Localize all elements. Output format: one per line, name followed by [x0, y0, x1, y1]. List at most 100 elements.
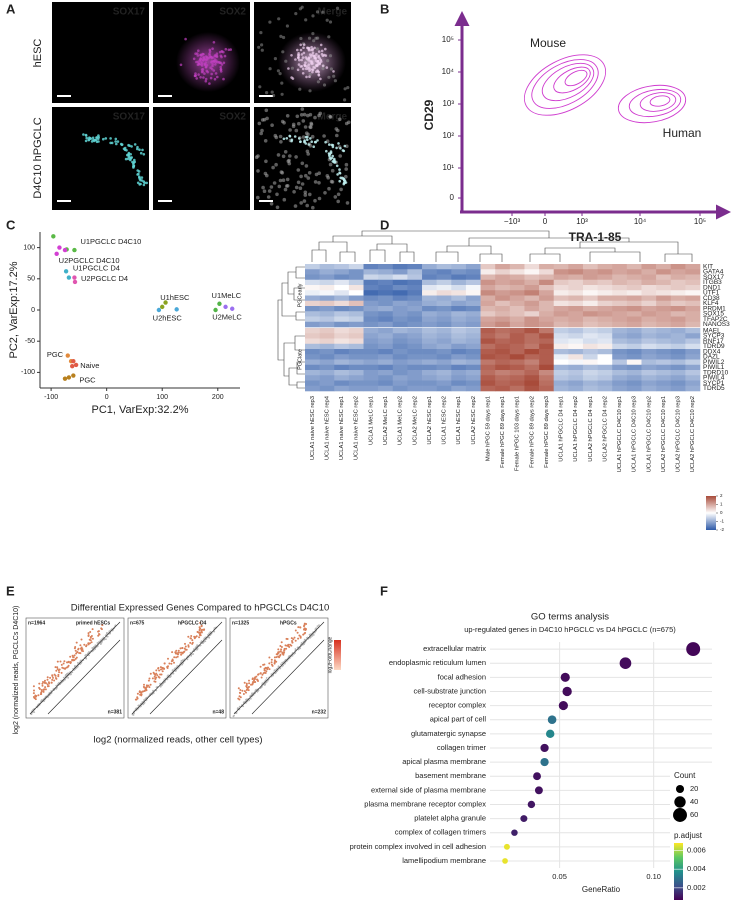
column-label: Female hPGC 89 days rep2 — [529, 396, 535, 468]
nucleus — [327, 186, 331, 191]
heatmap-cell — [582, 269, 598, 275]
heatmap-cell — [597, 359, 613, 366]
gene-point — [80, 638, 83, 641]
nucleus — [270, 90, 274, 94]
heatmap-cell — [451, 290, 467, 296]
heatmap-cell — [319, 328, 335, 334]
heatmap-cell — [539, 375, 555, 381]
heatmap-cell — [363, 343, 379, 350]
nucleus — [204, 65, 208, 69]
gene-point — [187, 645, 190, 648]
heatmap-cell — [597, 364, 613, 371]
colorbar-label: 0.004 — [687, 864, 706, 873]
gene-point — [309, 636, 311, 639]
nucleus — [196, 63, 200, 66]
heatmap-cell — [509, 316, 525, 323]
gene-point — [287, 645, 290, 647]
gene-point — [265, 670, 268, 673]
heatmap-cell — [392, 359, 408, 366]
gene-point — [57, 675, 60, 678]
heatmap-cell — [641, 269, 657, 275]
category-label: apical plasma membrane — [402, 757, 486, 766]
heatmap-cell — [641, 370, 657, 376]
heatmap-cell — [407, 316, 423, 323]
nucleus — [201, 70, 204, 73]
point — [217, 301, 222, 306]
gene-point — [176, 655, 179, 658]
nucleus — [216, 75, 219, 79]
category-label: external side of plasma membrane — [371, 785, 486, 794]
heatmap-cell — [509, 349, 525, 355]
heatmap-cell — [436, 321, 452, 328]
row-label: KLF4 — [703, 300, 719, 307]
heatmap-cell — [422, 343, 437, 350]
gene-point — [64, 675, 67, 677]
gene-point — [245, 684, 248, 687]
nucleus — [141, 148, 144, 152]
nucleus — [209, 66, 212, 69]
gene-point — [108, 630, 111, 633]
heatmap-cell — [422, 264, 437, 270]
heatmap-cell — [348, 311, 364, 317]
dot — [619, 657, 632, 670]
y-axis-label: CD29 — [422, 99, 436, 130]
nucleus — [259, 30, 263, 35]
legend-title: Count — [674, 771, 696, 780]
gene-point — [153, 675, 156, 678]
nucleus — [199, 76, 202, 79]
heatmap-cell — [392, 385, 408, 392]
heatmap-cell — [363, 264, 379, 270]
heatmap-cell — [612, 349, 628, 355]
dot — [511, 829, 518, 836]
category-label: lamellipodium membrane — [402, 856, 486, 865]
heatmap-cell — [334, 321, 350, 328]
heatmap-cell — [509, 321, 525, 328]
gene-point — [159, 673, 162, 676]
heatmap-cell — [685, 290, 701, 296]
nucleus — [347, 120, 351, 125]
nucleus — [199, 53, 202, 57]
gene-point — [43, 688, 46, 691]
heatmap-cell — [422, 321, 437, 328]
category-label: apical part of cell — [430, 715, 487, 724]
heatmap-cell — [436, 333, 452, 339]
nucleus — [288, 134, 292, 138]
nucleus — [301, 67, 305, 71]
heatmap-cell — [597, 285, 613, 291]
heatmap-cell — [539, 343, 555, 350]
gene-point — [77, 648, 80, 651]
heatmap-cell — [553, 311, 569, 317]
heatmap-cell — [465, 295, 481, 302]
nucleus — [300, 107, 305, 111]
gene-point — [256, 679, 259, 681]
nucleus — [299, 113, 304, 117]
nucleus — [129, 156, 133, 160]
nucleus — [140, 176, 144, 179]
heatmap-cell — [670, 385, 686, 392]
nucleus — [307, 143, 311, 146]
nucleus — [329, 179, 334, 184]
nucleus — [257, 45, 261, 49]
heatmap-cell — [495, 269, 511, 275]
heatmap-cell — [524, 349, 540, 355]
nucleus — [316, 36, 320, 40]
heatmap-cell — [626, 264, 642, 270]
heatmap-cell — [363, 290, 379, 296]
heatmap-cell — [407, 311, 423, 317]
nucleus — [313, 66, 317, 70]
heatmap-cell — [626, 364, 642, 371]
heatmap-cell — [582, 349, 598, 355]
y-tick-label: 10² — [442, 131, 454, 140]
heatmap-cell — [436, 359, 452, 366]
nucleus — [328, 54, 333, 58]
heatmap-cell — [582, 364, 598, 371]
gene-point — [71, 658, 74, 661]
heatmap-cell — [319, 321, 335, 328]
panel-e: E Differential Expressed Genes Compared … — [6, 583, 341, 746]
heatmap-cell — [319, 290, 335, 296]
nucleus — [279, 170, 284, 174]
gene-point — [245, 689, 248, 691]
heatmap-cell — [319, 343, 335, 350]
gene-point — [193, 637, 196, 640]
nucleus — [288, 154, 292, 158]
